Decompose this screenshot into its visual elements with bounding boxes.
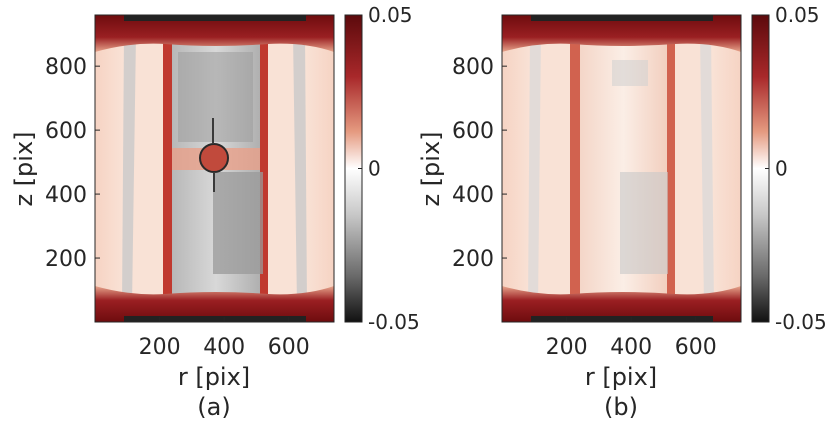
axes-a-x-ticks: 200 400 600 — [139, 317, 310, 360]
heatmap-a-bottom-band — [95, 286, 334, 322]
heatmap-a-upper-dark-region — [178, 52, 253, 142]
x-tick-label: 400 — [610, 335, 652, 360]
colorbar-tick-label: 0 — [775, 157, 788, 181]
axes-b-x-ticks: 200 400 600 — [546, 317, 717, 360]
heatmap-b-lower-gray-region — [620, 172, 668, 274]
axes-b-y-ticks: 200 400 600 800 — [452, 55, 507, 272]
heatmap-a-top-black-cap — [124, 15, 306, 21]
heatmap-a-top-band — [95, 15, 334, 52]
panel-b-label: (b) — [604, 393, 638, 421]
x-tick-label: 400 — [203, 335, 245, 360]
heatmap-b-side-band-left — [528, 34, 541, 306]
colorbar-a-ticks: 0.05 0 -0.05 — [358, 3, 420, 334]
y-tick-label: 800 — [45, 55, 87, 80]
heatmap-b-bottom-black-cap — [531, 316, 713, 322]
colorbar-tick-label: -0.05 — [775, 310, 827, 334]
heatmap-b-bottom-band — [502, 286, 741, 322]
colorbar-tick-label: 0.05 — [775, 3, 820, 27]
heatmap-a-crack — [212, 118, 215, 192]
y-tick-label: 800 — [452, 55, 494, 80]
axes-b-frame — [501, 14, 742, 323]
heatmap-a — [95, 15, 334, 322]
colorbar-b-ticks: 0.05 0 -0.05 — [765, 3, 827, 334]
axes-a-frame — [94, 14, 335, 323]
axes-b-xlabel: r [pix] — [585, 363, 657, 391]
heatmap-b-top-band — [502, 15, 741, 52]
axes-b-ylabel: z [pix] — [417, 131, 445, 206]
heatmap-b-upper-gray-region — [612, 60, 648, 86]
x-tick-label: 600 — [268, 335, 310, 360]
y-tick-label: 400 — [452, 183, 494, 208]
heatmap-a-bottom-black-cap — [124, 316, 306, 322]
heatmap-a-side-band-left — [122, 34, 136, 306]
y-tick-label: 400 — [45, 183, 87, 208]
heatmap-b-top-black-cap — [531, 15, 713, 21]
y-tick-label: 600 — [452, 119, 494, 144]
axes-a-xlabel: r [pix] — [178, 363, 250, 391]
heatmap-a-hole — [199, 143, 229, 173]
axes-a-ylabel: z [pix] — [10, 131, 38, 206]
heatmap-b — [502, 15, 741, 322]
panel-a-label: (a) — [197, 393, 230, 421]
x-tick-label: 200 — [139, 335, 181, 360]
colorbar-tick-label: 0 — [368, 157, 381, 181]
heatmap-a-side-band-right — [293, 34, 307, 306]
panel-b: 200 400 600 800 200 400 600 r [pix] z [pix] (… — [417, 3, 827, 421]
heatmap-b-side-band-right — [700, 34, 714, 306]
panel-a: 200 400 600 800 200 400 600 r [pix] z [pix] (… — [10, 3, 420, 421]
x-tick-label: 200 — [546, 335, 588, 360]
colorbar-tick-label: 0.05 — [368, 3, 413, 27]
y-tick-label: 200 — [45, 247, 87, 272]
y-tick-label: 200 — [452, 247, 494, 272]
x-tick-label: 600 — [675, 335, 717, 360]
colorbar-tick-label: -0.05 — [368, 310, 420, 334]
y-tick-label: 600 — [45, 119, 87, 144]
axes-a-y-ticks: 200 400 600 800 — [45, 55, 100, 272]
heatmap-a-lower-dark-region — [213, 172, 263, 274]
